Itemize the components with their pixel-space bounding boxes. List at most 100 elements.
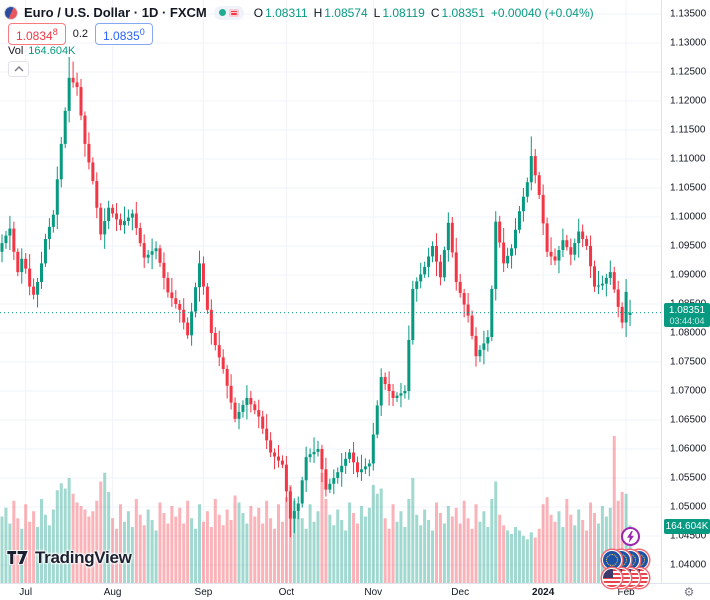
- candle-body[interactable]: [134, 213, 138, 229]
- volume-bar[interactable]: [67, 478, 71, 583]
- price-axis[interactable]: 1.08351 03:44:04 164.604K 1.13500 1.13000…: [661, 0, 710, 583]
- volume-bar[interactable]: [359, 506, 363, 583]
- volume-bar[interactable]: [577, 509, 581, 584]
- volume-bar[interactable]: [28, 521, 32, 583]
- volume-bar[interactable]: [277, 504, 280, 583]
- candle-body[interactable]: [217, 345, 221, 358]
- volume-bar[interactable]: [24, 504, 28, 583]
- event-eu-flags[interactable]: [602, 550, 649, 570]
- volume-bar[interactable]: [186, 500, 190, 583]
- candle-body[interactable]: [178, 304, 182, 310]
- candle-body[interactable]: [55, 179, 59, 215]
- candle-body[interactable]: [111, 207, 115, 214]
- candle-body[interactable]: [142, 243, 146, 258]
- volume-bar[interactable]: [51, 509, 55, 584]
- candle-body[interactable]: [154, 248, 158, 252]
- candle-body[interactable]: [482, 343, 486, 350]
- candle-body[interactable]: [95, 181, 99, 208]
- volume-bar[interactable]: [79, 506, 83, 583]
- candle-body[interactable]: [608, 272, 612, 278]
- candle-body[interactable]: [91, 162, 95, 182]
- volume-bar[interactable]: [474, 504, 478, 583]
- candle-body[interactable]: [498, 221, 502, 243]
- candle-body[interactable]: [324, 469, 328, 490]
- candle-body[interactable]: [4, 235, 8, 244]
- volume-bar[interactable]: [348, 502, 352, 584]
- candle-body[interactable]: [462, 292, 466, 305]
- candle-body[interactable]: [395, 395, 399, 398]
- candle-body[interactable]: [502, 242, 506, 264]
- candle-body[interactable]: [510, 248, 514, 256]
- volume-bar[interactable]: [383, 518, 387, 583]
- volume-bar[interactable]: [43, 514, 47, 583]
- volume-bar[interactable]: [423, 509, 427, 584]
- candle-body[interactable]: [427, 256, 431, 267]
- volume-bar[interactable]: [280, 521, 284, 583]
- last-price-axis-label[interactable]: 1.08351 03:44:04: [664, 303, 710, 327]
- candle-body[interactable]: [348, 452, 352, 459]
- candle-body[interactable]: [450, 222, 454, 253]
- volume-bar[interactable]: [174, 516, 178, 584]
- volume-bar[interactable]: [565, 499, 569, 583]
- volume-bar[interactable]: [608, 507, 612, 583]
- candle-body[interactable]: [399, 393, 403, 396]
- candle-body[interactable]: [391, 391, 395, 398]
- candle-body[interactable]: [375, 405, 379, 435]
- candle-body[interactable]: [170, 292, 174, 299]
- volume-bar[interactable]: [363, 516, 367, 584]
- volume-bar[interactable]: [450, 516, 454, 584]
- volume-bar[interactable]: [589, 502, 593, 584]
- candle-body[interactable]: [308, 454, 312, 458]
- volume-bar[interactable]: [510, 534, 514, 583]
- volume-bar[interactable]: [470, 528, 474, 583]
- volume-bar[interactable]: [198, 504, 201, 583]
- candle-body[interactable]: [533, 156, 537, 176]
- volume-bar[interactable]: [308, 504, 312, 583]
- candle-body[interactable]: [529, 156, 533, 183]
- volume-bar[interactable]: [237, 502, 241, 584]
- volume-bar[interactable]: [209, 527, 213, 583]
- volume-bar[interactable]: [419, 525, 423, 583]
- candle-body[interactable]: [328, 483, 332, 490]
- candle-body[interactable]: [280, 460, 284, 465]
- candle-body[interactable]: [466, 304, 470, 316]
- volume-bar[interactable]: [514, 527, 517, 583]
- candle-body[interactable]: [490, 288, 494, 338]
- candle-body[interactable]: [24, 258, 28, 269]
- volume-bar[interactable]: [241, 513, 245, 583]
- volume-bar[interactable]: [525, 539, 529, 583]
- candle-body[interactable]: [300, 480, 304, 504]
- volume-bar[interactable]: [134, 499, 138, 583]
- volume-bar[interactable]: [292, 500, 296, 583]
- volume-bar[interactable]: [221, 525, 225, 583]
- volume-bar[interactable]: [498, 514, 502, 583]
- volume-bar[interactable]: [435, 502, 438, 584]
- volume-bar[interactable]: [304, 528, 308, 583]
- volume-bar[interactable]: [600, 506, 604, 583]
- candle-body[interactable]: [119, 219, 122, 226]
- volume-bar[interactable]: [284, 497, 288, 583]
- candle-body[interactable]: [158, 248, 162, 263]
- candle-body[interactable]: [383, 377, 387, 385]
- candle-body[interactable]: [107, 207, 111, 222]
- candle-body[interactable]: [565, 240, 569, 248]
- volume-bar[interactable]: [403, 527, 407, 583]
- volume-bar[interactable]: [371, 485, 375, 583]
- volume-bar[interactable]: [154, 530, 158, 584]
- candle-body[interactable]: [431, 246, 435, 257]
- volume-bar[interactable]: [265, 500, 269, 583]
- volume-bar[interactable]: [122, 521, 126, 583]
- candle-body[interactable]: [423, 266, 427, 275]
- volume-bar[interactable]: [438, 513, 442, 583]
- volume-legend-row[interactable]: Vol 164.604K: [8, 45, 75, 57]
- volume-bar[interactable]: [545, 497, 549, 583]
- volume-bar[interactable]: [245, 523, 249, 584]
- tradingview-watermark[interactable]: TradingView: [6, 548, 132, 568]
- volume-bar[interactable]: [367, 507, 371, 583]
- candle-body[interactable]: [545, 223, 549, 252]
- volume-bar[interactable]: [75, 502, 79, 584]
- volume-bar[interactable]: [557, 511, 561, 583]
- candle-body[interactable]: [269, 440, 273, 453]
- candle-body[interactable]: [186, 322, 190, 336]
- volume-bar[interactable]: [229, 520, 233, 583]
